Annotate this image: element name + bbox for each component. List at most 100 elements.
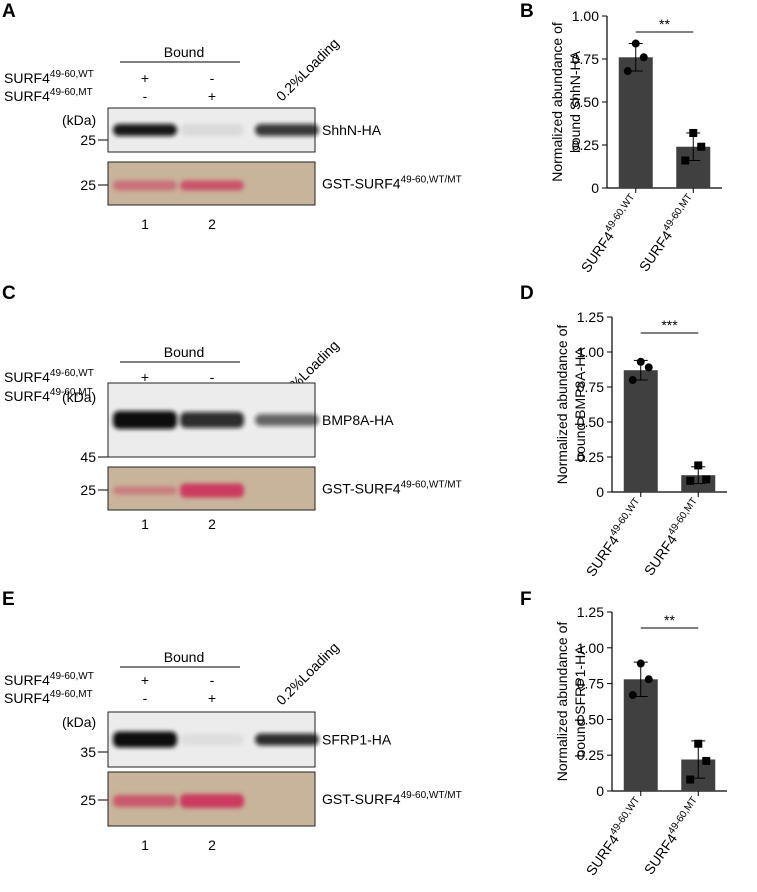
lane-mark: + (141, 70, 149, 86)
x-tick-label-sup: 49-60,WT (608, 496, 642, 538)
lane-number: 1 (141, 216, 149, 232)
bar (623, 679, 658, 791)
panel-letter: B (520, 1, 534, 22)
significance-label: *** (661, 317, 678, 333)
row-label-main: SURF4 (4, 70, 50, 86)
x-tick-label: SURF449-60,MT (640, 496, 705, 578)
row-label-sup: 49-60,MT (50, 387, 93, 398)
y-tick-label: 0.75 (577, 676, 604, 692)
marker-label: 25 (80, 177, 96, 193)
lane-number: 2 (208, 837, 216, 853)
row-label-sup: 49-60,WT (50, 368, 94, 379)
data-point (697, 142, 706, 151)
kda-label: (kDa) (62, 714, 96, 730)
lane-number: 2 (208, 216, 216, 232)
row-label-main: SURF4 (4, 388, 50, 404)
stain-band (113, 486, 177, 495)
row-label: SURF449-60,MT (4, 387, 93, 404)
blot-band (255, 124, 319, 136)
y-tick-label: 0.25 (577, 449, 604, 465)
lane-mark: - (210, 70, 215, 86)
stain-band (180, 794, 244, 808)
blot-label: SFRP1-HA (322, 732, 392, 748)
bar (623, 370, 658, 492)
blot-label: BMP8A-HA (322, 412, 394, 428)
stain-label: GST-SURF449-60,WT/MT (322, 790, 462, 807)
stain-label-sup: 49-60,WT/MT (401, 175, 462, 186)
lane-mark: + (208, 690, 216, 706)
data-point (631, 39, 640, 48)
blot-band (180, 412, 244, 428)
x-tick-label-main: SURF4 (583, 532, 623, 579)
row-label-main: SURF4 (4, 690, 50, 706)
panel-letter: D (520, 283, 534, 304)
blot-band (255, 414, 319, 426)
data-point (694, 461, 703, 470)
bar (618, 57, 653, 188)
row-label-main: SURF4 (4, 369, 50, 385)
panel-letter: C (2, 283, 16, 304)
stain-label: GST-SURF449-60,WT/MT (322, 480, 462, 497)
row-label-main: SURF4 (4, 672, 50, 688)
blot-band (180, 733, 244, 746)
significance-label: ** (664, 612, 675, 628)
marker-label: 25 (80, 482, 96, 498)
x-tick-label-sup: 49-60,MT (666, 496, 700, 537)
marker-label: 45 (80, 449, 96, 465)
data-point (623, 67, 632, 76)
x-tick-label: SURF449-60,MT (640, 795, 705, 877)
data-point (689, 128, 698, 137)
stain-band (180, 483, 244, 498)
lane-mark: + (208, 88, 216, 104)
stain-label-main: GST-SURF4 (322, 176, 401, 192)
kda-label: (kDa) (62, 389, 96, 405)
row-label-sup: 49-60,WT (50, 69, 94, 80)
lane-mark: + (141, 672, 149, 688)
y-tick-label: 1.25 (577, 309, 604, 325)
row-label-sup: 49-60,MT (50, 87, 93, 98)
x-tick-label-sup: 49-60,WT (603, 192, 637, 234)
stain-band (113, 795, 177, 807)
x-tick-label-main: SURF4 (636, 227, 676, 274)
group-label: Bound (164, 344, 204, 360)
data-point (681, 156, 690, 165)
row-label: SURF449-60,WT (4, 69, 94, 86)
y-tick-label: 0.25 (572, 137, 599, 153)
row-label: SURF449-60,WT (4, 368, 94, 385)
marker-label: 35 (80, 744, 96, 760)
row-label: SURF449-60,MT (4, 87, 93, 104)
data-point (702, 756, 711, 765)
x-tick-label-main: SURF4 (578, 228, 618, 275)
lane-number: 1 (141, 837, 149, 853)
x-tick-label: SURF449-60,WT (582, 496, 647, 579)
lane-number: 1 (141, 516, 149, 532)
significance-label: ** (659, 16, 670, 32)
lane-mark: - (210, 672, 215, 688)
stain-label-sup: 49-60,WT/MT (401, 480, 462, 491)
x-tick-label: SURF449-60,WT (577, 192, 642, 275)
y-tick-label: 0.25 (577, 747, 604, 763)
x-tick-label-main: SURF4 (583, 831, 623, 878)
data-point (644, 675, 653, 684)
y-tick-label: 0.50 (577, 711, 604, 727)
row-label-sup: 49-60,WT (50, 671, 94, 682)
y-axis-label: bound SFRP1-HA (572, 645, 588, 758)
lane-mark: + (141, 369, 149, 385)
y-tick-label: 1.25 (577, 604, 604, 620)
group-label: Bound (164, 649, 204, 665)
lane-mark: - (210, 369, 215, 385)
data-point (686, 476, 695, 485)
x-tick-label: SURF449-60,MT (635, 192, 700, 274)
stain-band (113, 180, 177, 191)
blot-band (113, 731, 177, 748)
loading-label: 0.2%Loading (273, 639, 342, 708)
data-point (636, 659, 645, 668)
data-point (639, 53, 648, 62)
row-label-main: SURF4 (4, 88, 50, 104)
data-point (636, 357, 645, 366)
blot-band (113, 411, 177, 429)
y-tick-label: 0 (591, 180, 599, 196)
x-tick-label-sup: 49-60,MT (666, 795, 700, 836)
marker-label: 25 (80, 792, 96, 808)
loading-label: 0.2%Loading (273, 35, 342, 104)
